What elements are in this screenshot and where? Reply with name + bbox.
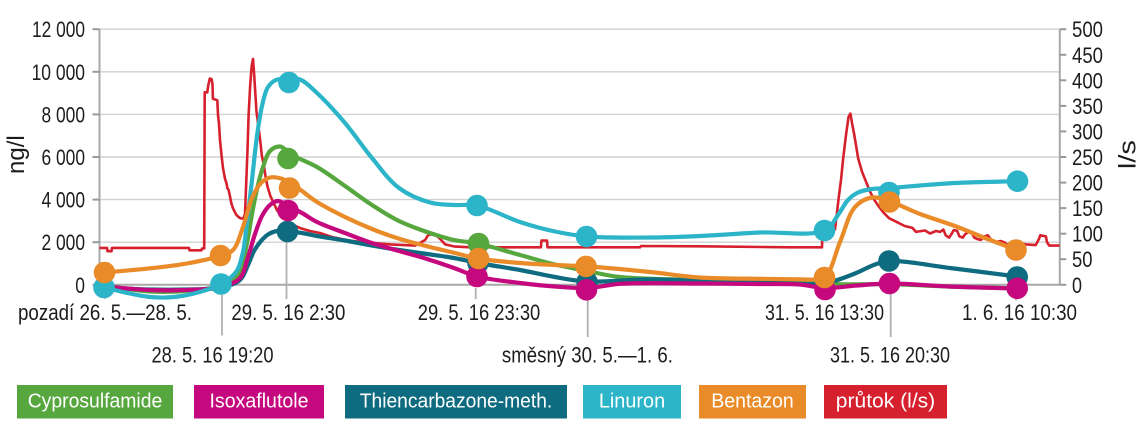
svg-text:29. 5. 16 2:30: 29. 5. 16 2:30	[231, 300, 345, 325]
svg-text:31. 5. 16 20:30: 31. 5. 16 20:30	[830, 343, 950, 368]
svg-text:Thiencarbazone-meth.: Thiencarbazone-meth.	[360, 391, 553, 413]
svg-text:29. 5. 16 23:30: 29. 5. 16 23:30	[418, 300, 541, 325]
svg-text:150: 150	[1072, 196, 1103, 221]
svg-text:0: 0	[1072, 273, 1082, 298]
svg-text:12 000: 12 000	[32, 17, 85, 42]
svg-text:2 000: 2 000	[42, 230, 86, 255]
svg-text:31. 5. 16 13:30: 31. 5. 16 13:30	[765, 300, 884, 325]
svg-text:Isoxaflutole: Isoxaflutole	[210, 391, 309, 413]
svg-text:300: 300	[1072, 119, 1103, 144]
svg-text:450: 450	[1072, 43, 1103, 68]
svg-text:50: 50	[1072, 247, 1093, 272]
svg-text:350: 350	[1072, 94, 1103, 119]
svg-text:8 000: 8 000	[42, 102, 86, 127]
svg-text:28. 5. 16 19:20: 28. 5. 16 19:20	[152, 343, 274, 368]
svg-text:1. 6. 16 10:30: 1. 6. 16 10:30	[962, 300, 1077, 325]
svg-text:6 000: 6 000	[42, 145, 86, 170]
svg-text:směsný 30. 5.—1. 6.: směsný 30. 5.—1. 6.	[502, 343, 673, 368]
svg-text:400: 400	[1072, 68, 1103, 93]
svg-text:Cyprosulfamide: Cyprosulfamide	[28, 391, 163, 413]
svg-text:0: 0	[75, 273, 85, 298]
svg-text:l/s: l/s	[1115, 140, 1142, 169]
svg-text:ng/l: ng/l	[3, 135, 30, 174]
svg-text:10 000: 10 000	[32, 60, 85, 85]
svg-text:500: 500	[1072, 17, 1103, 42]
svg-text:4 000: 4 000	[42, 188, 86, 213]
svg-text:pozadí 26. 5.—28. 5.: pozadí 26. 5.—28. 5.	[18, 300, 192, 325]
svg-text:Linuron: Linuron	[599, 391, 665, 413]
svg-text:250: 250	[1072, 145, 1103, 170]
svg-text:Bentazon: Bentazon	[711, 391, 794, 413]
svg-text:100: 100	[1072, 222, 1103, 247]
svg-text:průtok (l/s): průtok (l/s)	[836, 391, 935, 413]
svg-text:200: 200	[1072, 171, 1103, 196]
